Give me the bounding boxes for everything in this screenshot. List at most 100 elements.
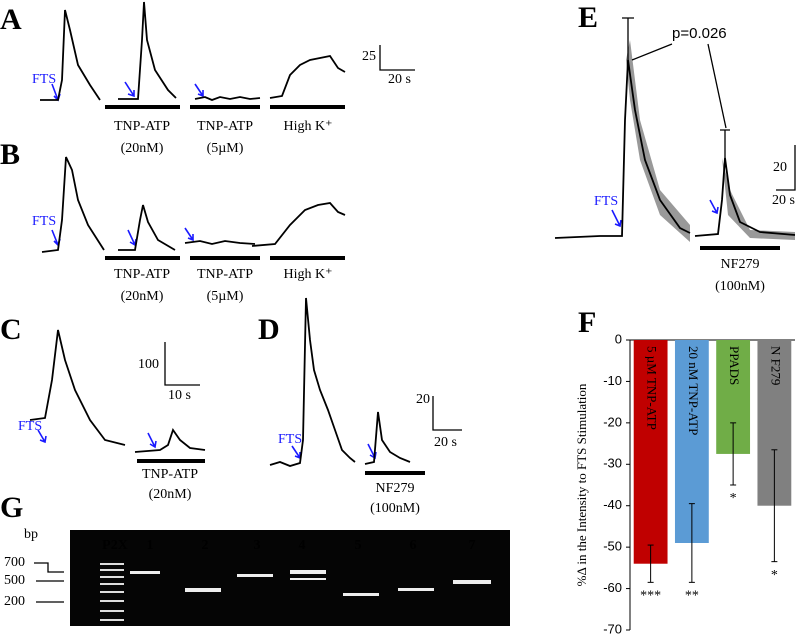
scale-label: 25 xyxy=(362,49,376,64)
trace xyxy=(118,1,177,100)
scale-label: 10 s xyxy=(168,388,191,403)
ladder xyxy=(100,563,124,621)
scale-bar xyxy=(379,45,415,71)
drug-label: TNP-ATP xyxy=(197,267,253,282)
y-tick-label: -40 xyxy=(603,497,622,512)
y-tick-label: -30 xyxy=(603,456,622,471)
trace xyxy=(269,297,356,467)
lane-label: 6 xyxy=(410,538,417,553)
arrow xyxy=(147,432,157,449)
arrow xyxy=(184,227,194,242)
arrow xyxy=(611,209,622,228)
significance: *** xyxy=(640,589,661,604)
marker-label: 500 xyxy=(4,573,25,588)
scale-label: 20 s xyxy=(772,193,795,208)
y-tick-label: -20 xyxy=(603,414,622,429)
lane-label: 5 xyxy=(355,538,362,553)
trace xyxy=(364,411,411,465)
scale-label: 20 xyxy=(773,160,787,175)
comparison-line xyxy=(631,43,727,129)
lane-label: 7 xyxy=(469,538,476,553)
category-label: PPADS xyxy=(727,346,742,385)
lane-label: 3 xyxy=(254,538,261,553)
error-bar xyxy=(622,17,634,60)
significance: ** xyxy=(685,589,699,604)
arrow xyxy=(291,445,301,460)
y-tick-label: -50 xyxy=(603,539,622,554)
panel-label: B xyxy=(0,138,20,171)
y-tick-label: 0 xyxy=(615,331,622,346)
drug-label: NF279 xyxy=(721,257,760,272)
dose-label: (100nM) xyxy=(715,279,765,294)
drug-label: TNP-ATP xyxy=(142,467,198,482)
trace xyxy=(694,157,796,237)
significance: * xyxy=(771,568,778,583)
y-tick-label: -60 xyxy=(603,580,622,595)
lane-label: 1 xyxy=(147,538,154,553)
error-shading xyxy=(722,158,795,240)
dose-label: (20nM) xyxy=(121,141,164,156)
gel-bands xyxy=(130,570,491,596)
panel-label: G xyxy=(0,491,23,524)
marker-label: 200 xyxy=(4,594,25,609)
drug-label: TNP-ATP xyxy=(114,119,170,134)
dose-label: (5µM) xyxy=(207,289,244,304)
marker-label: 700 xyxy=(4,555,25,570)
y-tick-label: -10 xyxy=(603,373,622,388)
trace xyxy=(118,204,176,251)
dose-label: (20nM) xyxy=(121,289,164,304)
scale-bar xyxy=(164,342,200,386)
drug-label: TNP-ATP xyxy=(114,267,170,282)
bar xyxy=(633,340,668,564)
panel-label: D xyxy=(258,313,280,346)
scale-label: 20 s xyxy=(388,72,411,87)
error-shading xyxy=(626,40,690,242)
scale-label: 20 s xyxy=(434,435,457,450)
category-label: 5 µM TNP-ATP xyxy=(645,346,660,430)
category-label: 20 nM TNP-ATP xyxy=(686,346,701,435)
trace xyxy=(29,329,126,446)
arrow xyxy=(709,199,719,215)
significance: * xyxy=(730,491,737,506)
stimulus-label: FTS xyxy=(32,214,56,229)
marker-line xyxy=(34,562,64,603)
arrow xyxy=(194,83,204,98)
dose-label: (5µM) xyxy=(207,141,244,156)
stimulus-label: FTS xyxy=(594,194,618,209)
error-bar xyxy=(720,129,730,158)
trace xyxy=(554,59,691,239)
arrow xyxy=(127,229,137,247)
y-axis-label: %Δ in the Intensity to FTS Stimulation xyxy=(574,383,589,586)
lane-label: 2 xyxy=(202,538,209,553)
y-tick-label: -70 xyxy=(603,621,622,636)
trace xyxy=(134,428,206,453)
scale-label: 20 xyxy=(416,392,430,407)
trace xyxy=(184,240,256,245)
arrow xyxy=(37,429,47,444)
panel-label: E xyxy=(578,1,598,34)
dose-label: (100nM) xyxy=(370,501,420,516)
stimulus-label: FTS xyxy=(32,72,56,87)
panel-label: F xyxy=(578,306,596,339)
lane-label: 4 xyxy=(299,538,306,553)
drug-label: NF279 xyxy=(376,481,415,496)
stimulus-label: FTS xyxy=(18,419,42,434)
scale-label: 100 xyxy=(138,357,159,372)
dose-label: (20nM) xyxy=(149,487,192,502)
trace xyxy=(251,202,346,247)
scale-bar xyxy=(432,396,462,431)
trace xyxy=(194,96,261,101)
drug-label: High K⁺ xyxy=(284,119,333,134)
lane-label: P2X xyxy=(102,538,128,553)
category-label: N F279 xyxy=(768,346,783,385)
p-value: p=0.026 xyxy=(672,25,727,42)
unit-label: bp xyxy=(24,527,38,542)
panel-label: A xyxy=(0,3,22,36)
drug-label: High K⁺ xyxy=(284,267,333,282)
trace xyxy=(269,54,346,99)
scale-bar xyxy=(776,145,796,191)
arrow xyxy=(124,81,135,98)
drug-label: TNP-ATP xyxy=(197,119,253,134)
trace xyxy=(41,156,105,253)
